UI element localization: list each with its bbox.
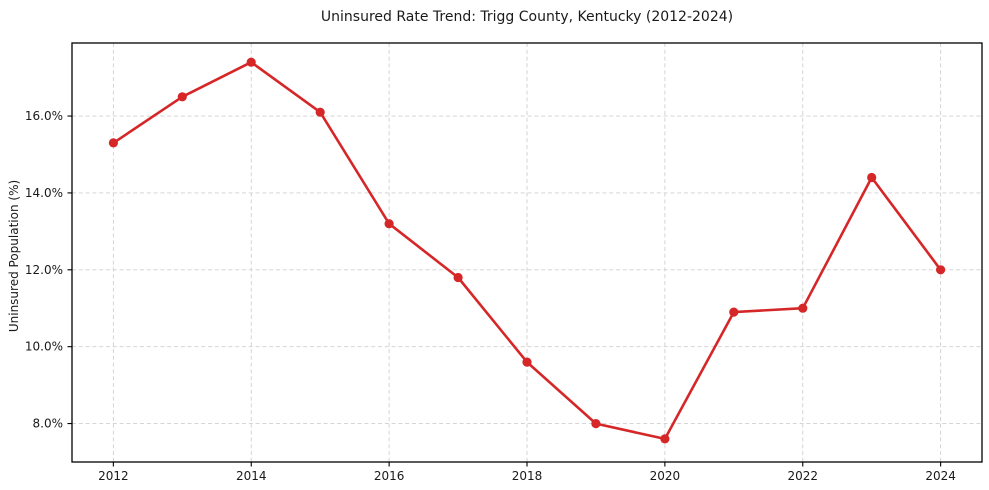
data-point-2024 (936, 265, 946, 275)
data-point-2013 (177, 92, 187, 102)
y-tick-label: 14.0% (25, 186, 63, 200)
x-tick-label: 2024 (925, 469, 956, 483)
data-point-2023 (867, 172, 877, 183)
x-tick-label: 2012 (98, 469, 129, 483)
y-tick-label: 16.0% (25, 109, 63, 123)
data-point-2012 (108, 138, 118, 148)
x-tick-label: 2020 (650, 469, 681, 483)
data-point-2021 (729, 307, 739, 317)
x-tick-label: 2018 (512, 469, 543, 483)
data-point-2019 (591, 419, 601, 429)
data-point-2020 (660, 434, 670, 444)
data-point-2022 (798, 303, 808, 313)
chart-title: Uninsured Rate Trend: Trigg County, Kent… (320, 9, 734, 25)
data-point-2016 (384, 219, 394, 229)
data-point-2014 (246, 57, 256, 67)
data-point-2017 (453, 272, 463, 283)
y-tick-label: 8.0% (33, 417, 64, 431)
data-point-2018 (522, 357, 532, 367)
y-tick-label: 12.0% (25, 263, 63, 277)
x-tick-label: 2014 (236, 469, 267, 483)
x-tick-label: 2016 (374, 469, 405, 483)
data-point-2015 (315, 107, 325, 117)
x-tick-label: 2022 (787, 469, 818, 483)
y-tick-label: 10.0% (25, 340, 63, 354)
